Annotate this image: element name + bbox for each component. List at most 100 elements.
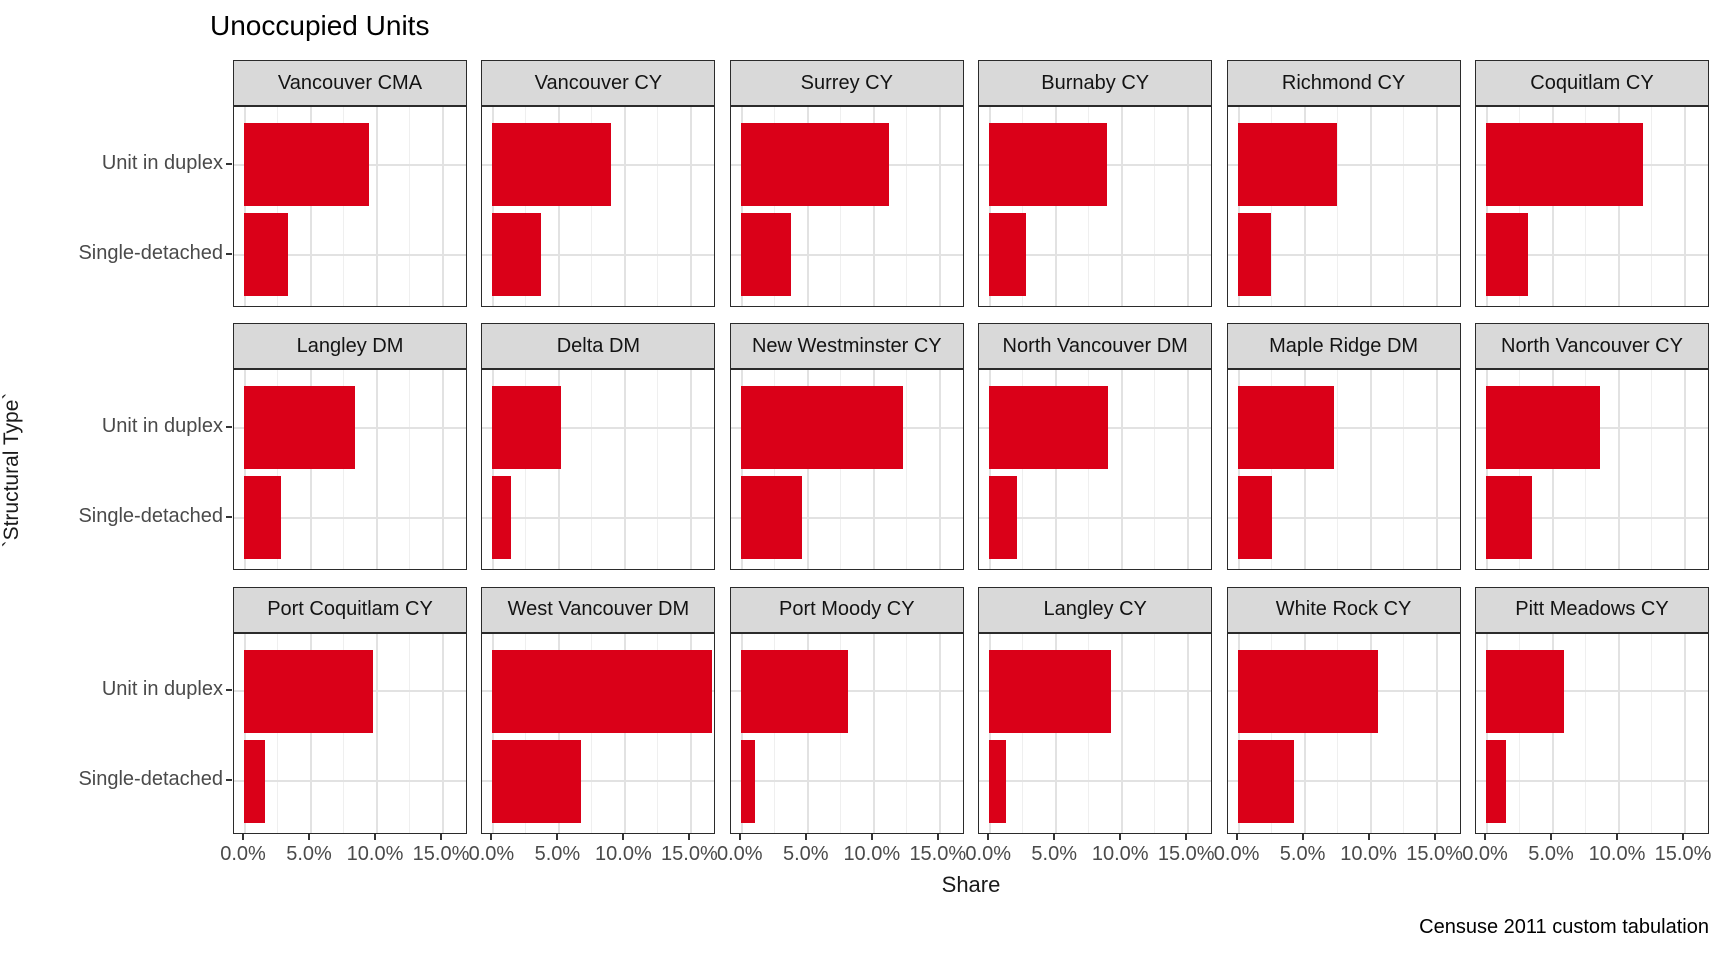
chart-title: Unoccupied Units xyxy=(210,10,430,41)
gridline-minor xyxy=(1651,107,1652,306)
gridline-major xyxy=(1369,370,1372,570)
bar-single-detached xyxy=(740,476,802,560)
bar-single-detached xyxy=(989,213,1027,296)
y-tick-mark xyxy=(226,252,232,255)
gridline-minor xyxy=(1585,633,1586,833)
gridline-minor xyxy=(1651,633,1652,833)
x-tick-mark xyxy=(1484,833,1486,840)
gridline-minor xyxy=(839,370,841,570)
facet-panel-surrey-cy xyxy=(729,106,964,307)
gridline-minor xyxy=(409,633,410,833)
x-tick-mark xyxy=(374,833,376,840)
x-tick-label-15.0%: 15.0% xyxy=(1406,842,1463,865)
gridline-major xyxy=(989,107,992,306)
bar-unit-in-duplex xyxy=(989,386,1108,470)
gridline-major xyxy=(806,370,809,570)
gridline-major xyxy=(872,633,875,833)
facet-panel-delta-dm xyxy=(481,369,716,571)
gridline-major xyxy=(442,633,444,833)
gridline-major xyxy=(740,633,743,833)
y-tick-label-single-detached: Single-detached xyxy=(78,768,223,791)
gridline-major xyxy=(442,107,444,306)
facet-title: New Westminster CY xyxy=(751,334,942,357)
x-tick-mark xyxy=(1616,833,1618,840)
x-tick-mark xyxy=(1433,833,1436,840)
gridline-minor xyxy=(1088,107,1090,306)
bar-single-detached xyxy=(1486,739,1506,823)
gridline-major xyxy=(1618,370,1620,570)
gridline-minor xyxy=(1022,633,1024,833)
bar-single-detached xyxy=(1237,213,1271,296)
gridline-major xyxy=(558,107,561,306)
chart-caption: Censuse 2011 custom tabulation xyxy=(1419,916,1709,938)
gridline-minor xyxy=(657,633,659,833)
facet-strip-new-westminster-cy: New Westminster CY xyxy=(729,323,964,370)
gridline-major xyxy=(1435,370,1438,570)
facet-strip-langley-cy: Langley CY xyxy=(978,586,1213,633)
gridline-major-horizontal xyxy=(482,516,715,519)
gridline-major xyxy=(690,633,693,833)
gridline-minor xyxy=(277,370,278,570)
facet-panel-vancouver-cma xyxy=(233,106,467,307)
facet-panel-langley-dm xyxy=(233,369,467,571)
x-tick-label-5.0%: 5.0% xyxy=(534,842,581,865)
facet-strip-vancouver-cma: Vancouver CMA xyxy=(233,60,467,106)
gridline-major xyxy=(1303,633,1306,833)
gridline-major xyxy=(492,633,495,833)
bar-unit-in-duplex xyxy=(740,386,904,470)
gridline-major xyxy=(690,107,693,306)
y-tick-label-unit-in-duplex: Unit in duplex xyxy=(101,414,223,437)
gridline-major xyxy=(806,633,809,833)
gridline-minor xyxy=(773,107,775,306)
facet-title: Vancouver CY xyxy=(534,71,663,94)
gridline-major-horizontal xyxy=(1227,426,1460,429)
gridline-major xyxy=(1486,107,1488,306)
y-tick-mark xyxy=(226,425,232,428)
gridline-major-horizontal xyxy=(234,516,466,519)
gridline-major-horizontal xyxy=(730,780,963,783)
gridline-minor xyxy=(409,107,410,306)
gridline-major-horizontal xyxy=(482,780,715,783)
facet-strip-north-vancouver-cy: North Vancouver CY xyxy=(1475,323,1709,370)
x-tick-mark xyxy=(804,833,807,840)
x-tick-mark xyxy=(556,833,559,840)
x-tick-label-10.0%: 10.0% xyxy=(1588,842,1646,865)
gridline-major-horizontal xyxy=(1227,163,1460,166)
x-axis-title: Share xyxy=(941,872,1001,897)
gridline-minor xyxy=(1154,370,1156,570)
facet-strip-north-vancouver-dm: North Vancouver DM xyxy=(978,323,1213,370)
gridline-major xyxy=(1237,633,1240,833)
x-tick-mark xyxy=(1185,833,1188,840)
x-tick-label-10.0%: 10.0% xyxy=(595,842,652,865)
gridline-minor xyxy=(839,107,841,306)
bar-unit-in-duplex xyxy=(989,649,1111,733)
gridline-major xyxy=(558,370,561,570)
bar-unit-in-duplex xyxy=(1237,649,1378,733)
gridline-major xyxy=(442,370,444,570)
gridline-major xyxy=(1486,370,1488,570)
bar-single-detached xyxy=(740,213,791,296)
bar-unit-in-duplex xyxy=(244,386,355,470)
gridline-minor xyxy=(1088,633,1090,833)
gridline-minor xyxy=(1402,633,1404,833)
x-tick-mark xyxy=(688,833,691,840)
x-tick-mark xyxy=(1301,833,1304,840)
x-tick-mark xyxy=(490,833,493,840)
gridline-minor xyxy=(1336,370,1338,570)
gridline-minor xyxy=(343,633,344,833)
x-tick-label-15.0%: 15.0% xyxy=(909,842,967,865)
x-tick-label-5.0%: 5.0% xyxy=(1528,842,1574,865)
bar-unit-in-duplex xyxy=(740,123,889,206)
bar-single-detached xyxy=(492,739,581,823)
bar-unit-in-duplex xyxy=(1237,123,1337,206)
gridline-major-horizontal xyxy=(482,253,715,256)
gridline-minor xyxy=(773,370,775,570)
gridline-major-horizontal xyxy=(730,516,963,519)
y-tick-mark xyxy=(226,779,232,782)
gridline-major-horizontal xyxy=(482,426,715,429)
gridline-major xyxy=(1486,633,1488,833)
gridline-major-horizontal xyxy=(979,516,1212,519)
gridline-minor xyxy=(1022,370,1024,570)
gridline-major-horizontal xyxy=(1476,780,1708,783)
gridline-minor xyxy=(1270,107,1272,306)
